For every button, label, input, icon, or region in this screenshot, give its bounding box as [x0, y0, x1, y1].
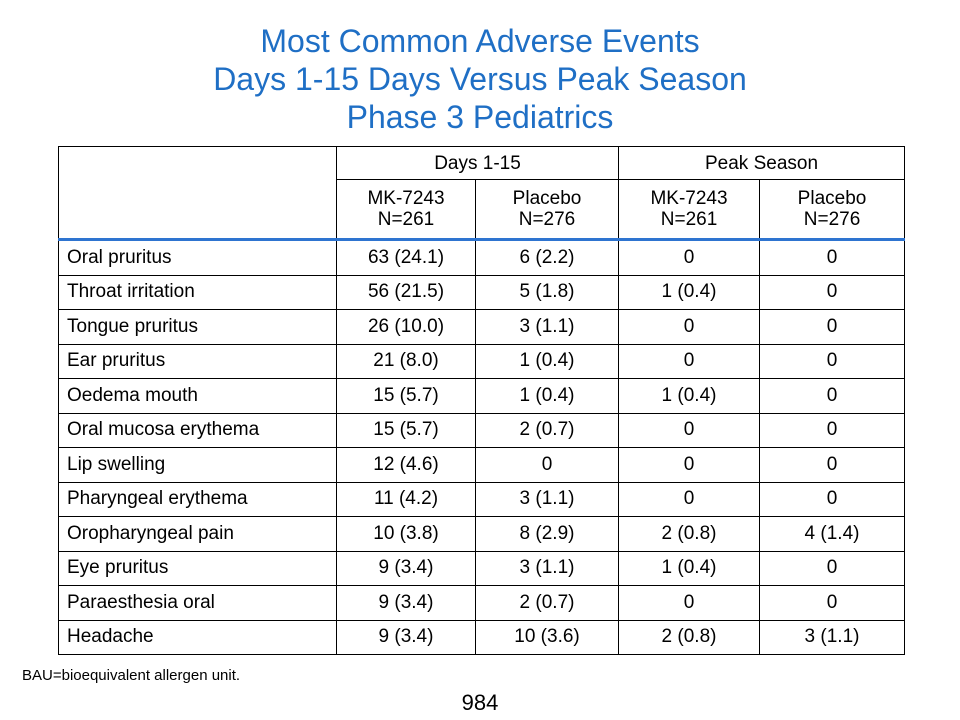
value-cell: 0: [618, 481, 761, 517]
value-cell: 3 (1.1): [759, 619, 906, 655]
table-row: Tongue pruritus 26 (10.0) 3 (1.1) 0 0: [58, 309, 906, 345]
value-cell: 3 (1.1): [474, 550, 620, 586]
value-cell: 12 (4.6): [336, 447, 476, 483]
value-cell: 56 (21.5): [336, 274, 476, 310]
value-cell: 9 (3.4): [336, 619, 476, 655]
value-cell: 1 (0.4): [618, 378, 761, 414]
value-cell: 9 (3.4): [336, 585, 476, 621]
event-name-cell: Oral mucosa erythema: [58, 412, 337, 448]
value-cell: 1 (0.4): [474, 343, 620, 379]
table-row: Headache 9 (3.4) 10 (3.6) 2 (0.8) 3 (1.1): [58, 619, 906, 655]
value-cell: 0: [618, 309, 761, 345]
value-cell: 4 (1.4): [759, 516, 906, 552]
value-cell: 0: [618, 239, 761, 276]
value-cell: 10 (3.8): [336, 516, 476, 552]
event-name-cell: Paraesthesia oral: [58, 585, 337, 621]
title-line-3: Phase 3 Pediatrics: [346, 99, 614, 135]
value-cell: 3 (1.1): [474, 309, 620, 345]
value-cell: 0: [759, 239, 906, 276]
value-cell: 0: [618, 412, 761, 448]
subheader-n: N=276: [518, 209, 576, 230]
value-cell: 21 (8.0): [336, 343, 476, 379]
group-header-row: Days 1-15 Peak Season: [58, 146, 906, 241]
subheader-n: N=261: [377, 209, 435, 230]
value-cell: 0: [759, 412, 906, 448]
value-cell: 0: [759, 585, 906, 621]
event-name-cell: Pharyngeal erythema: [58, 481, 337, 517]
event-name-cell: Throat irritation: [58, 274, 337, 310]
table-row: Eye pruritus 9 (3.4) 3 (1.1) 1 (0.4) 0: [58, 550, 906, 586]
event-name-cell: Oral pruritus: [58, 239, 337, 276]
value-cell: 1 (0.4): [474, 378, 620, 414]
subheader-name: MK-7243: [650, 188, 728, 209]
adverse-events-table: Days 1-15 Peak Season MK-7243 N=261 Plac…: [58, 146, 906, 655]
value-cell: 0: [759, 550, 906, 586]
table-row: Oral pruritus 63 (24.1) 6 (2.2) 0 0: [58, 239, 906, 276]
event-name-cell: Headache: [58, 619, 337, 655]
value-cell: 3 (1.1): [474, 481, 620, 517]
event-name-cell: Oedema mouth: [58, 378, 337, 414]
subheader-n: N=276: [803, 209, 861, 230]
subheader-row: MK-7243 N=261 Placebo N=276 MK-7243 N=26…: [59, 179, 906, 241]
value-cell: 26 (10.0): [336, 309, 476, 345]
footnote: BAU=bioequivalent allergen unit.: [22, 667, 241, 684]
subheader-cell: MK-7243 N=261: [336, 179, 476, 241]
subheader-cell: Placebo N=276: [759, 179, 906, 241]
table-row: Paraesthesia oral 9 (3.4) 2 (0.7) 0 0: [58, 585, 906, 621]
value-cell: 1 (0.4): [618, 550, 761, 586]
table-row: Ear pruritus 21 (8.0) 1 (0.4) 0 0: [58, 343, 906, 379]
value-cell: 8 (2.9): [474, 516, 620, 552]
slide-title: Most Common Adverse Events Days 1-15 Day…: [0, 22, 960, 136]
table-row: Oedema mouth 15 (5.7) 1 (0.4) 1 (0.4) 0: [58, 378, 906, 414]
title-line-2: Days 1-15 Days Versus Peak Season: [213, 61, 747, 97]
subheader-name: Placebo: [512, 188, 582, 209]
empty-corner-cell: [58, 146, 337, 241]
title-line-1: Most Common Adverse Events: [260, 23, 700, 59]
value-cell: 0: [759, 447, 906, 483]
value-cell: 0: [759, 378, 906, 414]
subheader-cell: Placebo N=276: [474, 179, 620, 241]
page-number: 984: [461, 690, 499, 715]
value-cell: 2 (0.7): [474, 412, 620, 448]
group-header-peak-season: Peak Season: [618, 146, 906, 180]
table-row: Throat irritation 56 (21.5) 5 (1.8) 1 (0.4)…: [58, 274, 906, 310]
value-cell: 11 (4.2): [336, 481, 476, 517]
subheader-cell: MK-7243 N=261: [618, 179, 761, 241]
table-row: Pharyngeal erythema 11 (4.2) 3 (1.1) 0 0: [58, 481, 906, 517]
value-cell: 2 (0.8): [618, 516, 761, 552]
value-cell: 0: [759, 481, 906, 517]
value-cell: 1 (0.4): [618, 274, 761, 310]
event-name-cell: Lip swelling: [58, 447, 337, 483]
event-name-cell: Tongue pruritus: [58, 309, 337, 345]
value-cell: 2 (0.7): [474, 585, 620, 621]
group-header-days-1-15: Days 1-15: [335, 146, 620, 180]
value-cell: 5 (1.8): [474, 274, 620, 310]
subheader-name: Placebo: [797, 188, 867, 209]
value-cell: 0: [618, 343, 761, 379]
subheader-n: N=261: [660, 209, 718, 230]
value-cell: 2 (0.8): [618, 619, 761, 655]
value-cell: 63 (24.1): [336, 239, 476, 276]
subheader-name: MK-7243: [367, 188, 445, 209]
value-cell: 15 (5.7): [336, 378, 476, 414]
value-cell: 0: [759, 309, 906, 345]
value-cell: 0: [618, 447, 761, 483]
table-row: Oropharyngeal pain 10 (3.8) 8 (2.9) 2 (0.8)…: [58, 516, 906, 552]
event-name-cell: Oropharyngeal pain: [58, 516, 337, 552]
table-row: Oral mucosa erythema 15 (5.7) 2 (0.7) 0 0: [58, 412, 906, 448]
table-body: Oral pruritus 63 (24.1) 6 (2.2) 0 0 Throat ir…: [58, 239, 906, 655]
value-cell: 9 (3.4): [336, 550, 476, 586]
value-cell: 0: [618, 585, 761, 621]
value-cell: 15 (5.7): [336, 412, 476, 448]
value-cell: 6 (2.2): [474, 239, 620, 276]
event-name-cell: Ear pruritus: [58, 343, 337, 379]
value-cell: 10 (3.6): [474, 619, 620, 655]
value-cell: 0: [759, 343, 906, 379]
event-name-cell: Eye pruritus: [58, 550, 337, 586]
value-cell: 0: [474, 447, 620, 483]
value-cell: 0: [759, 274, 906, 310]
table-row: Lip swelling 12 (4.6) 0 0 0: [58, 447, 906, 483]
